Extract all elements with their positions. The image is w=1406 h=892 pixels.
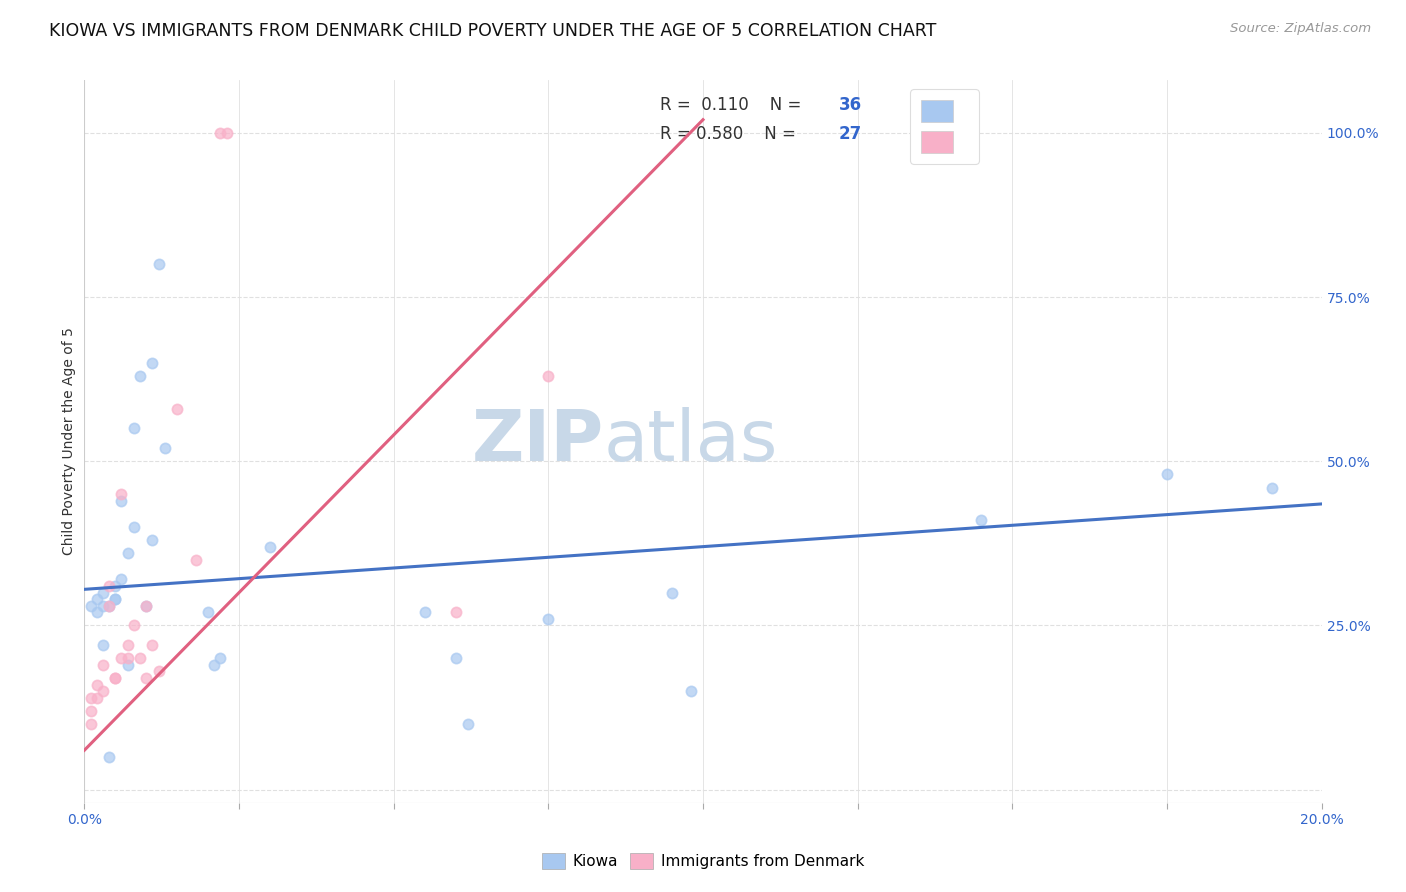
Point [86,592,108,607]
Point [86,690,108,705]
Point [122,421,145,435]
Point [970,513,993,527]
Text: Source: ZipAtlas.com: Source: ZipAtlas.com [1230,22,1371,36]
Point [79,704,101,718]
Point [129,368,152,383]
Point [117,657,139,672]
Point [197,605,219,619]
Point [98,599,121,613]
Point [537,368,560,383]
Text: 27: 27 [839,125,862,143]
Point [135,599,157,613]
Point [141,638,163,652]
Point [86,605,108,619]
Point [141,356,163,370]
Text: atlas: atlas [605,407,779,476]
Point [117,651,139,665]
Point [209,126,232,140]
Point [259,540,281,554]
Point [104,671,127,685]
Text: KIOWA VS IMMIGRANTS FROM DENMARK CHILD POVERTY UNDER THE AGE OF 5 CORRELATION CH: KIOWA VS IMMIGRANTS FROM DENMARK CHILD P… [49,22,936,40]
Legend: , : , [910,89,979,164]
Point [104,579,127,593]
Legend: Kiowa, Immigrants from Denmark: Kiowa, Immigrants from Denmark [536,847,870,875]
Text: 36: 36 [839,96,862,114]
Point [110,651,132,665]
Point [457,717,479,731]
Point [98,579,121,593]
Point [91,585,114,599]
Point [122,618,145,632]
Point [679,684,702,698]
Point [444,651,467,665]
Point [209,651,232,665]
Point [148,257,170,271]
Point [215,126,238,140]
Point [110,493,132,508]
Point [110,487,132,501]
Point [135,599,157,613]
Point [117,638,139,652]
Point [153,441,176,455]
Point [98,749,121,764]
Point [104,671,127,685]
Point [141,533,163,547]
Point [444,605,467,619]
Point [148,665,170,679]
Text: R = 0.580    N =: R = 0.580 N = [659,125,801,143]
Point [104,592,127,607]
Point [184,553,207,567]
Point [117,546,139,560]
Point [1261,481,1284,495]
Point [166,401,188,416]
Point [79,599,101,613]
Point [413,605,436,619]
Text: R =  0.110    N =: R = 0.110 N = [659,96,806,114]
Point [661,585,683,599]
Point [1156,467,1178,482]
Y-axis label: Child Poverty Under the Age of 5: Child Poverty Under the Age of 5 [62,327,76,556]
Point [110,573,132,587]
Point [86,677,108,691]
Point [91,599,114,613]
Point [104,592,127,607]
Point [135,671,157,685]
Point [79,690,101,705]
Point [91,657,114,672]
Point [98,599,121,613]
Point [91,638,114,652]
Text: ZIP: ZIP [472,407,605,476]
Point [202,657,225,672]
Point [129,651,152,665]
Point [91,684,114,698]
Point [79,717,101,731]
Point [122,520,145,534]
Point [537,612,560,626]
